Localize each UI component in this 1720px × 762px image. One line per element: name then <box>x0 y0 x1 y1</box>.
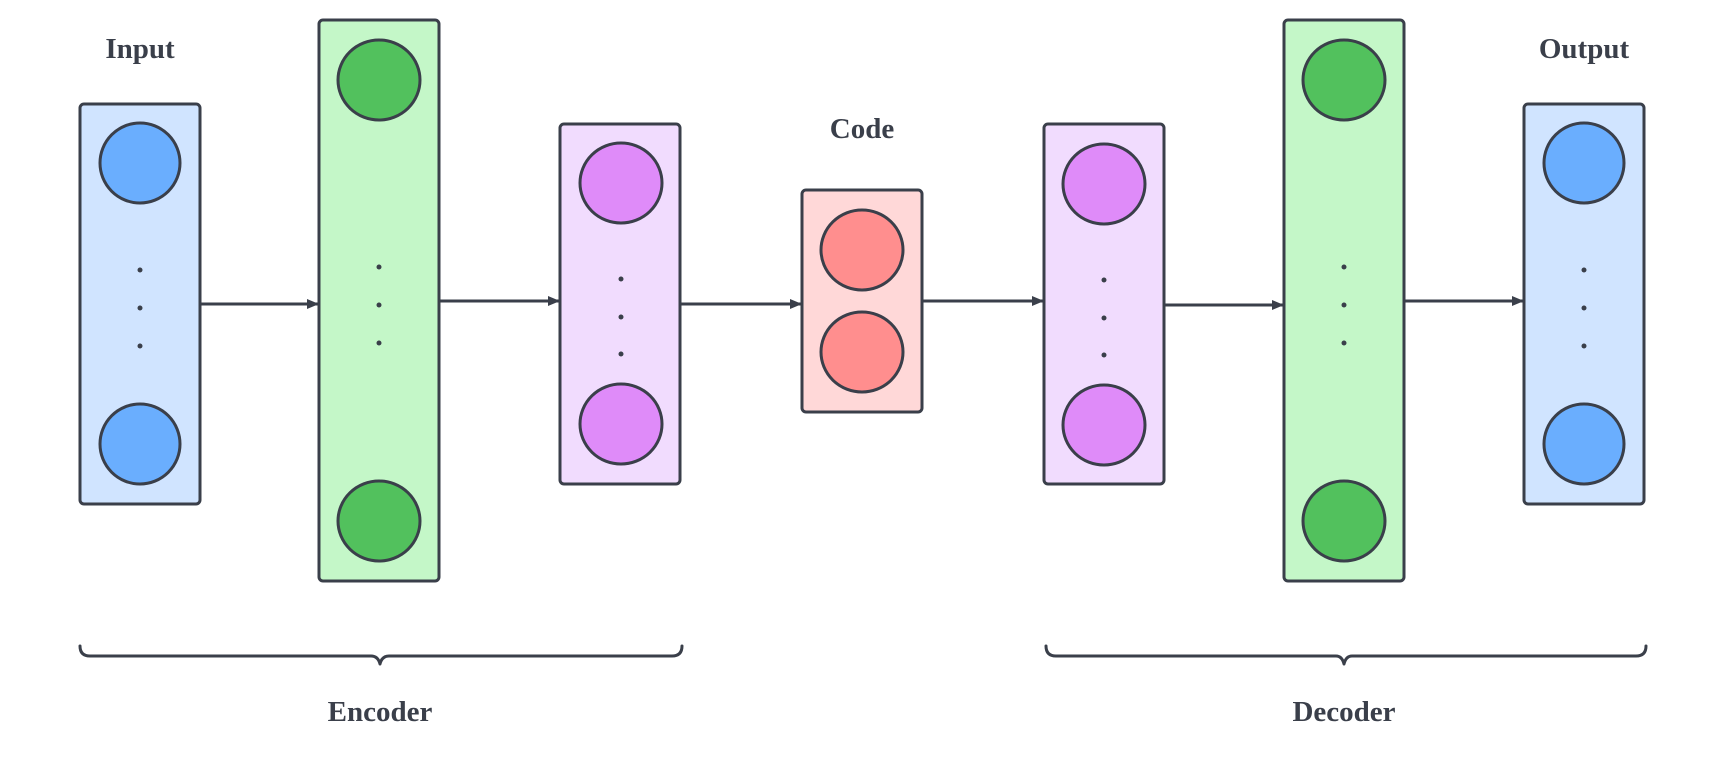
ellipsis-dot <box>137 305 143 311</box>
ellipsis-dot <box>376 340 382 346</box>
hidden-node <box>1061 142 1147 226</box>
output-label: Output <box>1539 33 1630 65</box>
encoder-label: Encoder <box>328 696 433 728</box>
ellipsis-dot <box>137 267 143 273</box>
hidden-node <box>1061 383 1147 467</box>
ellipsis-dot <box>1581 305 1587 311</box>
hidden-node <box>1301 38 1387 122</box>
ellipsis-dot <box>1341 264 1347 270</box>
decoder-label: Decoder <box>1292 696 1395 728</box>
input-node <box>98 121 182 205</box>
decoder-hidden-layer-1 <box>1042 122 1166 486</box>
hidden-node <box>336 38 422 122</box>
encoder-hidden-layer-2 <box>558 122 682 486</box>
ellipsis-dot <box>1101 352 1107 358</box>
hidden-node <box>1301 479 1387 563</box>
decoder-hidden-layer-2 <box>1282 18 1406 583</box>
ellipsis-dot <box>376 302 382 308</box>
hidden-node <box>578 141 664 225</box>
hidden-node <box>578 382 664 466</box>
output-node <box>1542 402 1626 486</box>
ellipsis-dot <box>618 314 624 320</box>
ellipsis-dot <box>1581 267 1587 273</box>
output-node <box>1542 121 1626 205</box>
ellipsis-dot <box>1341 340 1347 346</box>
ellipsis-dot <box>1101 277 1107 283</box>
input-label: Input <box>105 33 175 65</box>
input-node <box>98 402 182 486</box>
ellipsis-dot <box>1341 302 1347 308</box>
encoder-brace <box>78 644 684 666</box>
ellipsis-dot <box>618 276 624 282</box>
encoder-hidden-layer-1 <box>317 18 441 583</box>
code-layer <box>800 188 924 414</box>
code-node <box>819 208 905 292</box>
hidden-node <box>336 479 422 563</box>
output-layer <box>1522 102 1646 506</box>
ellipsis-dot <box>137 343 143 349</box>
ellipsis-dot <box>1101 315 1107 321</box>
ellipsis-dot <box>618 351 624 357</box>
ellipsis-dot <box>1581 343 1587 349</box>
code-label: Code <box>830 113 895 145</box>
input-layer <box>78 102 202 506</box>
code-node <box>819 310 905 394</box>
ellipsis-dot <box>376 264 382 270</box>
decoder-brace <box>1044 644 1648 666</box>
